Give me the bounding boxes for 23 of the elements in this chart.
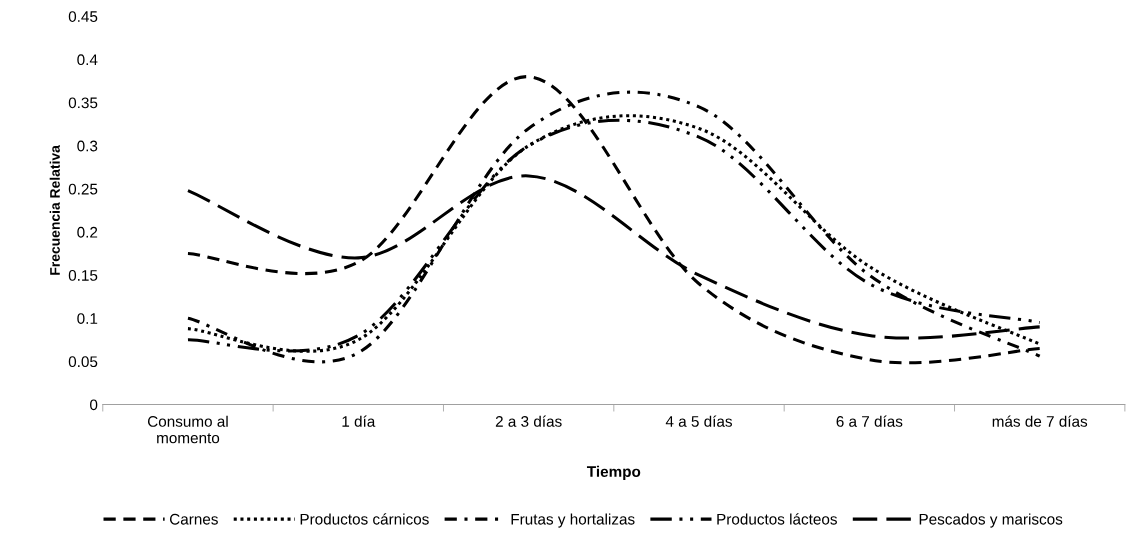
x-tick-label: 2 a 3 días [495,415,562,427]
legend-label: Productos lácteos [717,513,837,525]
y-tick-label: 0.25 [68,183,98,195]
y-tick-label: 0.4 [77,54,98,66]
y-tick-label: 0.15 [68,269,98,281]
x-tick-label: Consumo al momento [147,415,228,444]
x-tick-label: 1 día [342,415,376,427]
legend-label: Frutas y hortalizas [511,513,635,528]
legend-label: Pescados y mariscos [919,513,1063,528]
legend-label: Carnes [169,513,218,525]
y-axis-title: Frecuencia Relativa [49,145,60,275]
y-tick-label: 0.1 [77,313,98,324]
y-tick-label: 0.2 [77,226,98,238]
y-tick-label: 0 [90,399,98,411]
y-tick-label: 0.35 [68,97,98,109]
x-tick-label: 6 a 7 días [836,415,903,427]
legend-label: Productos cárnicos [300,513,429,525]
y-tick-label: 0.3 [77,140,98,152]
x-tick-label: 4 a 5 días [665,415,732,427]
y-tick-label: 0.05 [68,356,98,368]
x-axis-title: Tiempo [586,465,641,481]
x-tick-label: más de 7 días [992,415,1088,427]
y-tick-label: 0.45 [68,11,98,22]
